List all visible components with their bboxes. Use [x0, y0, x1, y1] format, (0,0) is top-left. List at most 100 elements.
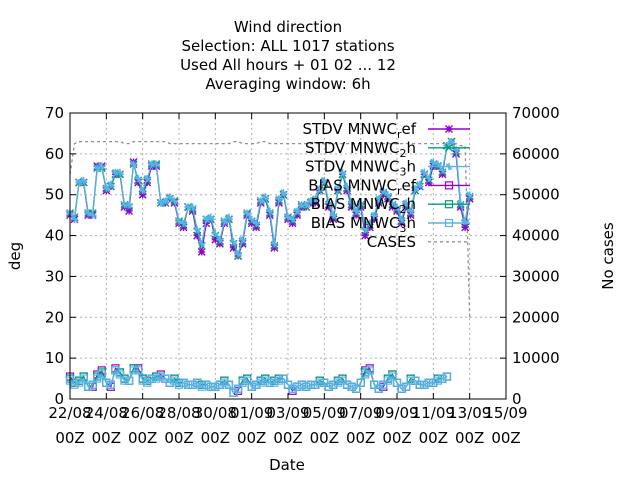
data-point	[197, 247, 206, 256]
data-point	[398, 215, 406, 223]
data-point	[161, 197, 169, 205]
data-point	[357, 199, 365, 207]
data-point	[134, 366, 143, 375]
data-point	[415, 380, 424, 389]
data-point	[139, 187, 147, 195]
data-point	[420, 168, 428, 176]
y2-axis-ticks: 0 10000 20000 30000 40000 50000 60000 70000	[500, 104, 560, 408]
legend-marker	[444, 218, 454, 228]
data-point	[233, 384, 243, 393]
data-point	[215, 380, 224, 389]
series-line	[69, 140, 471, 318]
title-line: Selection: ALL 1017 stations	[181, 37, 394, 55]
y-tick-label: 50	[45, 186, 64, 204]
data-point	[152, 374, 161, 383]
data-point	[297, 380, 306, 389]
data-point	[165, 378, 175, 387]
data-point	[129, 366, 138, 375]
data-point	[243, 209, 251, 217]
data-point	[306, 380, 315, 389]
data-point	[293, 211, 302, 220]
data-point	[424, 378, 433, 387]
data-point	[333, 378, 343, 387]
data-point	[352, 207, 360, 215]
data-point	[442, 372, 452, 381]
x-tick-label-hour: 00Z	[201, 429, 230, 447]
data-point	[134, 178, 143, 187]
data-point	[292, 382, 302, 391]
title-line: Used All hours + 01 02 ... 12	[180, 56, 396, 74]
data-point	[197, 382, 206, 391]
data-point	[230, 238, 237, 246]
legend-label: STDV MNWCref	[302, 120, 416, 141]
data-point	[102, 378, 111, 387]
x-tick-label-hour: 00Z	[310, 429, 339, 447]
data-point	[179, 378, 188, 387]
x-tick-label-date: 11/09	[412, 404, 455, 422]
data-point	[247, 219, 256, 228]
data-point	[220, 217, 228, 225]
y-tick-label: 20	[45, 308, 64, 326]
data-point	[324, 382, 333, 391]
data-point	[311, 198, 320, 207]
legend-label: BIAS MNWC2h	[311, 195, 416, 216]
data-point	[311, 380, 320, 389]
series-5	[65, 366, 452, 397]
y-tick-label: 10	[45, 349, 64, 367]
legend-label: BIAS MNWC3h	[311, 214, 416, 235]
data-point	[220, 378, 229, 387]
y2-tick-label: 10000	[512, 349, 560, 367]
x-tick-label-hour: 00Z	[455, 429, 484, 447]
data-point	[402, 199, 410, 207]
data-point	[438, 166, 446, 174]
legend-marker	[444, 181, 454, 190]
data-point	[188, 380, 197, 389]
title-line: Wind direction	[234, 18, 342, 36]
title-line: Averaging window: 6h	[205, 75, 370, 93]
data-point	[270, 378, 279, 387]
data-point	[247, 382, 256, 391]
data-point	[379, 190, 388, 199]
data-point	[293, 207, 301, 215]
data-point	[302, 201, 310, 209]
x-tick-label-hour: 00Z	[491, 429, 520, 447]
data-point	[438, 170, 447, 179]
data-point	[375, 195, 383, 203]
data-point	[71, 215, 79, 223]
data-point	[102, 185, 110, 193]
data-point	[348, 199, 356, 207]
x-tick-label-date: 03/09	[266, 404, 309, 422]
data-point	[124, 376, 134, 385]
data-point	[261, 193, 269, 201]
x-tick-label-hour: 00Z	[419, 429, 448, 447]
data-point	[270, 240, 278, 248]
data-point	[115, 370, 125, 379]
data-point	[329, 380, 338, 389]
data-point	[270, 243, 279, 252]
data-point	[189, 203, 197, 211]
legend-marker	[445, 163, 453, 171]
data-point	[425, 174, 433, 182]
data-point	[370, 215, 379, 224]
data-point	[88, 380, 97, 389]
data-point	[80, 176, 88, 184]
cases-series	[69, 140, 471, 318]
data-point	[416, 181, 424, 188]
data-point	[84, 382, 93, 391]
data-point	[180, 219, 188, 227]
data-point	[193, 231, 202, 240]
x-tick-label-date: 05/09	[303, 404, 346, 422]
data-point	[266, 207, 274, 215]
data-point	[234, 250, 242, 258]
data-point	[229, 243, 238, 252]
y2-tick-label: 0	[512, 390, 522, 408]
series-6	[69, 140, 471, 318]
data-point	[202, 219, 211, 228]
data-point	[116, 168, 124, 176]
data-point	[157, 199, 165, 207]
data-point	[388, 202, 397, 211]
data-point	[198, 240, 206, 248]
x-tick-label-date: 24/08	[85, 404, 128, 422]
data-point	[329, 215, 338, 224]
